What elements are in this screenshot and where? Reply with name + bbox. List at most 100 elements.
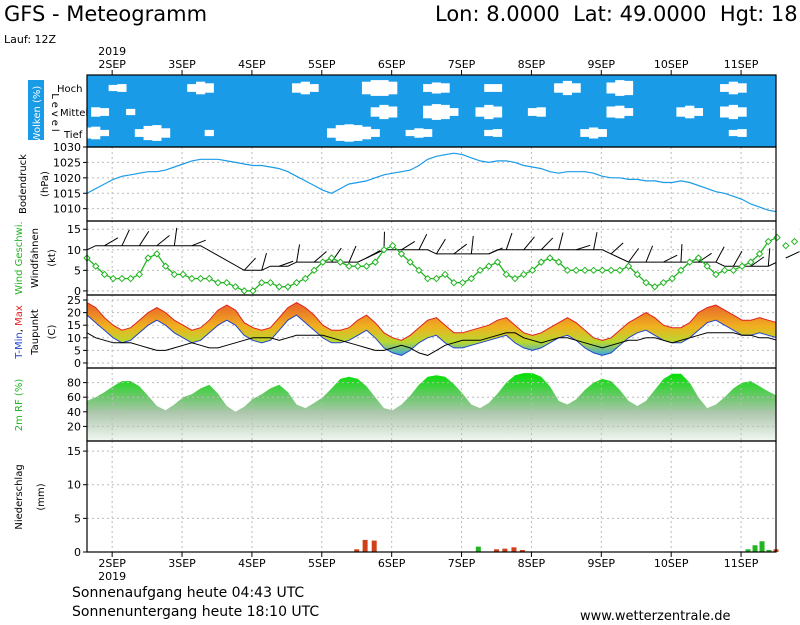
wind-barb (767, 248, 771, 267)
wind-speed-point (502, 270, 510, 279)
y-tick-label: 0 (74, 546, 81, 559)
cloud-label-bg (28, 80, 44, 140)
date-label-top: 6SEP (378, 58, 406, 71)
cloud-clear-patch (484, 129, 494, 137)
temperature-unit: (C) (47, 325, 58, 340)
humidity-area (87, 373, 776, 441)
wind-speed-point (467, 274, 476, 283)
cloud-clear-patch (728, 104, 738, 120)
wind-speed-point (668, 274, 676, 283)
cloud-clear-patch (300, 81, 310, 95)
cloud-ylabel: Wolken (%) (32, 86, 43, 143)
y-tick-label: 15 (67, 445, 81, 458)
cloud-clear-patch (370, 129, 380, 137)
wind-speed-point (782, 241, 790, 250)
wind-speed-point (764, 237, 773, 246)
wind-speed-point (738, 262, 746, 270)
cloud-clear-patch (475, 107, 485, 117)
y-tick-label: 5 (74, 264, 81, 277)
cloud-clear-patch (676, 107, 686, 117)
humidity-ylabel: 2m RF (%) (14, 379, 25, 432)
date-label-top: 9SEP (588, 58, 616, 71)
dewpoint-ylabel: Taupunkt (30, 309, 41, 356)
cloud-clear-patch (195, 81, 206, 95)
year-label-top: 2019 (98, 45, 126, 58)
cloud-clear-patch (379, 104, 389, 120)
cloud-clear-patch (388, 106, 398, 118)
precip-bar (493, 549, 499, 552)
wind-barb (121, 229, 130, 246)
cloud-clear-patch (361, 81, 372, 95)
cloud-clear-patch (781, 128, 791, 138)
cloud-clear-patch (91, 107, 101, 117)
wind-speed-point (266, 278, 275, 287)
wind-speed-point (240, 287, 248, 295)
wind-speed-point (520, 270, 528, 279)
wind-speed-point (144, 254, 152, 262)
cloud-clear-patch (361, 126, 372, 140)
cloud-clear-patch (789, 127, 800, 139)
precip-bar (519, 549, 525, 552)
wind-speed-point (493, 258, 502, 266)
cloud-clear-patch (449, 108, 459, 116)
cloud-clear-patch (309, 84, 319, 92)
date-label-bottom: 9SEP (588, 557, 616, 570)
wind-speed-point (563, 266, 572, 275)
wind-barb (243, 257, 256, 271)
cloud-clear-patch (623, 80, 634, 96)
wind-speed-point (790, 237, 799, 246)
cloud-level-mid: Mittel (60, 108, 88, 119)
y-tick-label: 1025 (53, 156, 81, 169)
cloud-clear-patch (492, 84, 503, 92)
wind-barb (313, 251, 327, 263)
wind-speed-point (389, 241, 397, 250)
date-label-top: 7SEP (448, 58, 476, 71)
wind-speed-point (336, 258, 345, 266)
wind-barb (523, 236, 535, 251)
wind-speed-point (292, 278, 301, 287)
wind-speed-point (755, 250, 764, 258)
sunset-text: Sonnenuntergang heute 18:10 UTC (72, 604, 320, 620)
cloud-clear-patch (91, 126, 101, 140)
wind-barb (366, 250, 381, 259)
wind-barb (785, 251, 800, 259)
cloud-clear-patch (527, 108, 538, 116)
dewpoint-line (87, 332, 776, 356)
cloud-clear-patch (99, 129, 110, 137)
date-label-bottom: 4SEP (238, 557, 266, 570)
precip-bar (766, 549, 772, 552)
wind-barb (418, 233, 428, 251)
cloud-clear-patch (484, 104, 494, 120)
wind-speed-point (170, 270, 179, 279)
y-tick-label: 15 (67, 319, 81, 332)
date-label-bottom: 3SEP (168, 557, 196, 570)
precip-unit: (mm) (36, 483, 47, 510)
wind-speed-point (92, 262, 100, 270)
y-tick-label: 5 (74, 512, 81, 525)
wind-speed-point (327, 254, 336, 262)
y-tick-label: 40 (67, 406, 81, 419)
wind-speed-point (406, 258, 414, 266)
cloud-clear-patch (204, 129, 214, 137)
wind-barb (278, 260, 294, 267)
date-label-bottom: 10SEP (654, 557, 689, 570)
date-label-bottom: 5SEP (308, 557, 336, 570)
wind-barb-line (87, 245, 776, 271)
wind-barb (715, 246, 725, 263)
date-label-bottom: 2SEP (98, 557, 126, 570)
precip-bar (371, 540, 377, 552)
wind-speed-point (677, 266, 685, 275)
cloud-clear-patch (370, 80, 380, 96)
wind-barb (435, 238, 446, 255)
wind-barb (296, 244, 301, 263)
precip-bar (475, 546, 481, 552)
cloud-clear-patch (728, 129, 738, 137)
wind-speed-point (223, 278, 231, 287)
cloud-clear-patch (431, 104, 441, 120)
page-title: GFS - Meteogramm (4, 2, 208, 26)
cloud-clear-patch (117, 84, 127, 92)
date-label-top: 10SEP (654, 58, 689, 71)
windbarb-ylabel: Windfahnen (30, 228, 41, 288)
y-tick-label: 0 (74, 285, 81, 298)
wind-barb (488, 247, 503, 255)
